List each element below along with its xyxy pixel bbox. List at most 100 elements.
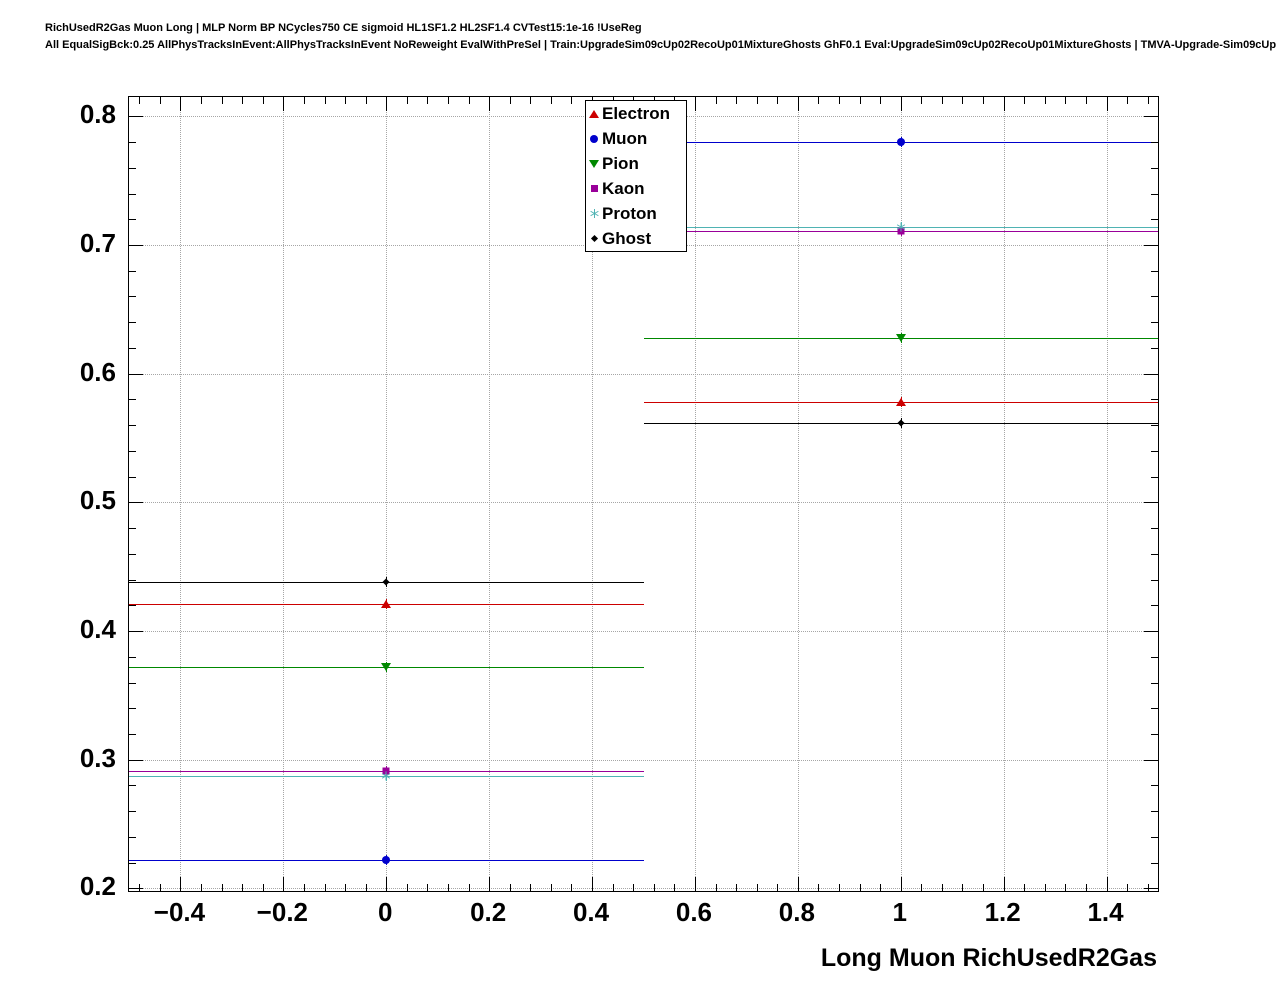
- y-minor-tick: [129, 167, 136, 169]
- x-minor-tick: [365, 97, 367, 104]
- legend-marker: [586, 181, 602, 197]
- data-point-pion: [381, 663, 392, 672]
- x-minor-tick: [262, 884, 264, 891]
- y-minor-tick: [1151, 270, 1158, 272]
- y-minor-tick: [1151, 425, 1158, 427]
- data-point-electron: [895, 397, 906, 406]
- v-gridline: [1106, 97, 1108, 891]
- x-minor-tick: [818, 97, 820, 104]
- y-minor-tick: [129, 682, 136, 684]
- x-minor-tick: [777, 97, 779, 104]
- legend-entry-electron: Electron: [586, 101, 686, 126]
- x-minor-tick: [715, 97, 717, 104]
- x-tick-label: 0: [378, 897, 393, 927]
- data-point-pion: [895, 333, 906, 342]
- y-tick-label: 0.7: [79, 227, 116, 258]
- data-point-ghost: [382, 578, 390, 586]
- x-major-tick: [386, 877, 388, 891]
- x-minor-tick: [756, 884, 758, 891]
- legend-entry-muon: Muon: [586, 126, 686, 151]
- v-gridline: [489, 97, 491, 891]
- x-minor-tick: [242, 97, 244, 104]
- y-minor-tick: [129, 528, 136, 530]
- y-minor-tick: [1151, 579, 1158, 581]
- y-major-tick: [129, 244, 143, 246]
- x-major-tick: [180, 97, 182, 111]
- x-minor-tick: [365, 884, 367, 891]
- y-minor-tick: [1151, 862, 1158, 864]
- x-major-tick: [694, 877, 696, 891]
- star-marker-icon: [589, 209, 599, 218]
- x-minor-tick: [1024, 884, 1026, 891]
- y-major-tick: [1144, 888, 1158, 890]
- y-minor-tick: [129, 734, 136, 735]
- y-minor-tick: [1151, 811, 1158, 813]
- legend-label: Ghost: [602, 228, 652, 248]
- x-minor-tick: [1147, 97, 1149, 104]
- x-minor-tick: [324, 97, 326, 104]
- y-minor-tick: [1151, 708, 1158, 710]
- y-major-tick: [1144, 244, 1158, 246]
- legend-entry-kaon: Kaon: [586, 176, 686, 201]
- y-minor-tick: [129, 811, 136, 813]
- h-gridline: [129, 373, 1158, 375]
- star-marker-icon: [896, 222, 905, 232]
- legend-label: Electron: [602, 103, 671, 123]
- x-minor-tick: [962, 884, 964, 891]
- x-minor-tick: [447, 884, 449, 891]
- x-minor-tick: [736, 97, 738, 104]
- x-minor-tick: [1065, 97, 1067, 104]
- x-minor-tick: [736, 884, 738, 891]
- y-major-tick: [1144, 116, 1158, 118]
- h-gridline: [129, 502, 1158, 504]
- y-minor-tick: [129, 656, 136, 658]
- x-major-tick: [489, 877, 491, 891]
- v-gridline: [283, 97, 285, 891]
- x-minor-tick: [324, 884, 326, 891]
- y-minor-tick: [129, 347, 136, 349]
- y-tick-label: 0.3: [79, 742, 116, 773]
- y-minor-tick: [129, 399, 136, 401]
- data-point-ghost: [897, 419, 905, 427]
- legend-marker: [586, 131, 602, 147]
- x-minor-tick: [530, 97, 532, 104]
- y-minor-tick: [129, 270, 136, 272]
- x-major-tick: [283, 877, 285, 891]
- x-minor-tick: [345, 97, 347, 104]
- x-minor-tick: [468, 97, 470, 104]
- x-minor-tick: [139, 884, 141, 891]
- x-minor-tick: [550, 97, 552, 104]
- x-minor-tick: [1085, 97, 1087, 104]
- y-minor-tick: [129, 322, 136, 324]
- x-major-tick: [386, 97, 388, 111]
- y-minor-tick: [129, 708, 136, 710]
- y-minor-tick: [1151, 167, 1158, 169]
- x-minor-tick: [221, 884, 223, 891]
- y-major-tick: [129, 116, 143, 118]
- legend-marker: [586, 206, 602, 222]
- y-minor-tick: [129, 579, 136, 581]
- x-minor-tick: [777, 884, 779, 891]
- data-point-muon: [896, 138, 905, 147]
- x-major-tick: [900, 877, 902, 891]
- x-minor-tick: [201, 97, 203, 104]
- y-minor-tick: [129, 193, 136, 195]
- v-gridline: [694, 97, 696, 891]
- data-point-muon: [382, 856, 391, 865]
- circle-marker-icon: [590, 134, 598, 143]
- data-point-kaon: [382, 767, 390, 775]
- y-major-tick: [1144, 502, 1158, 504]
- y-major-tick: [129, 502, 143, 504]
- x-minor-tick: [818, 884, 820, 891]
- x-minor-tick: [139, 97, 141, 104]
- h-gridline: [129, 888, 1158, 890]
- y-minor-tick: [1151, 322, 1158, 324]
- x-minor-tick: [756, 97, 758, 104]
- y-minor-tick: [1151, 605, 1158, 607]
- x-minor-tick: [612, 884, 614, 891]
- legend-label: Proton: [602, 203, 657, 223]
- x-minor-tick: [941, 884, 943, 891]
- y-minor-tick: [1151, 553, 1158, 555]
- y-minor-tick: [1151, 296, 1158, 298]
- x-tick-label: 0.8: [778, 897, 815, 927]
